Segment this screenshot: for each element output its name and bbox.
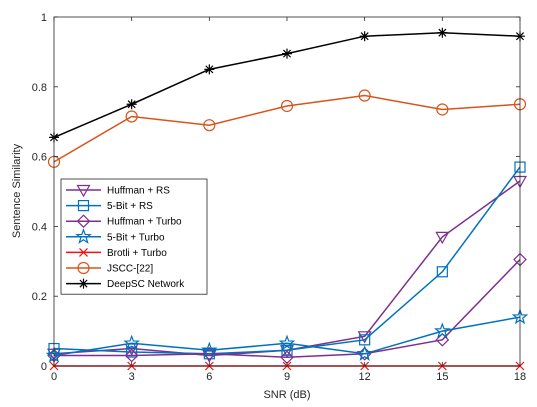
data-point-jscc-22 bbox=[280, 99, 294, 113]
series-line-5-bit-turbo bbox=[53, 316, 521, 357]
legend-item-deepsc-network: DeepSC Network bbox=[66, 278, 185, 290]
data-point-5-bit-turbo bbox=[278, 334, 296, 351]
legend-item-brotli-turbo: Brotli + Turbo bbox=[66, 248, 167, 259]
data-point-huffman-turbo bbox=[124, 348, 139, 363]
y-tick-label: 0 bbox=[41, 361, 47, 373]
data-point-deepsc-network bbox=[437, 27, 448, 38]
series-line-huffman-turbo bbox=[54, 259, 521, 359]
data-point-jscc-22 bbox=[203, 119, 216, 132]
y-tick-label: 0.8 bbox=[32, 82, 47, 94]
data-point-5-bit-rs bbox=[126, 346, 138, 358]
data-point-jscc-22 bbox=[358, 89, 371, 102]
legend-label: 5-Bit + Turbo bbox=[107, 232, 165, 243]
data-point-huffman-turbo bbox=[202, 346, 217, 361]
data-point-huffman-rs bbox=[435, 231, 450, 245]
legend-item-5-bit-rs: 5-Bit + RS bbox=[66, 200, 153, 212]
data-point-5-bit-rs bbox=[359, 334, 371, 346]
legend-label: Huffman + RS bbox=[107, 186, 170, 197]
legend-label: DeepSC Network bbox=[107, 279, 185, 290]
x-tick-label: 9 bbox=[284, 371, 290, 383]
legend-item-5-bit-turbo: 5-Bit + Turbo bbox=[66, 228, 165, 244]
legend-label: JSCC-[22] bbox=[107, 264, 153, 275]
data-point-jscc-22 bbox=[125, 110, 138, 123]
legend-marker-huffman-rs bbox=[76, 184, 91, 198]
x-axis-title: SNR (dB) bbox=[263, 389, 310, 401]
legend-item-jscc-22: JSCC-[22] bbox=[66, 261, 153, 275]
data-point-deepsc-network bbox=[282, 48, 292, 59]
legend: Huffman + RS 5-Bit + RS Huffman + Turbo 5-B… bbox=[60, 178, 208, 295]
legend-marker-deepsc-network bbox=[78, 278, 89, 289]
data-point-huffman-turbo bbox=[435, 332, 450, 347]
data-point-deepsc-network bbox=[204, 64, 215, 75]
series-5-bit-turbo bbox=[45, 308, 529, 363]
y-tick-label: 0.2 bbox=[32, 291, 47, 303]
data-point-5-bit-turbo bbox=[434, 322, 451, 339]
data-point-5-bit-turbo bbox=[356, 345, 373, 361]
x-tick-label: 6 bbox=[206, 371, 212, 383]
legend-item-huffman-turbo: Huffman + Turbo bbox=[66, 214, 182, 229]
series-line-5-bit-rs bbox=[53, 166, 521, 355]
legend-item-huffman-rs: Huffman + RS bbox=[66, 184, 170, 198]
data-point-5-bit-turbo bbox=[123, 334, 140, 351]
plot-frame bbox=[53, 16, 521, 367]
legend-marker-5-bit-rs bbox=[77, 200, 90, 212]
y-axis-title: Sentence Similarity bbox=[11, 143, 23, 238]
x-tick-label: 0 bbox=[51, 371, 57, 383]
series-line-jscc-22 bbox=[53, 94, 521, 163]
x-tick-label: 12 bbox=[359, 371, 371, 383]
series-jscc-22 bbox=[47, 89, 527, 168]
legend-label: Huffman + Turbo bbox=[107, 217, 182, 228]
legend-label: 5-Bit + RS bbox=[107, 201, 153, 212]
data-point-jscc-22 bbox=[436, 103, 449, 116]
data-point-5-bit-rs bbox=[436, 266, 448, 278]
legend-marker-brotli-turbo bbox=[79, 247, 88, 257]
x-tick-label: 15 bbox=[436, 371, 448, 383]
x-tick-label: 18 bbox=[514, 371, 526, 383]
y-tick-label: 0.6 bbox=[32, 152, 47, 164]
x-tick-label: 3 bbox=[129, 371, 135, 383]
data-point-deepsc-network bbox=[359, 31, 370, 42]
y-tick-label: 1 bbox=[41, 12, 47, 24]
data-point-5-bit-turbo bbox=[201, 341, 218, 358]
legend-label: Brotli + Turbo bbox=[107, 248, 167, 259]
legend-marker-huffman-turbo bbox=[76, 214, 91, 229]
legend-marker-jscc-22 bbox=[77, 261, 90, 275]
y-tick-label: 0.4 bbox=[32, 221, 47, 233]
data-point-deepsc-network bbox=[126, 99, 137, 110]
legend-marker-5-bit-turbo bbox=[75, 228, 92, 244]
